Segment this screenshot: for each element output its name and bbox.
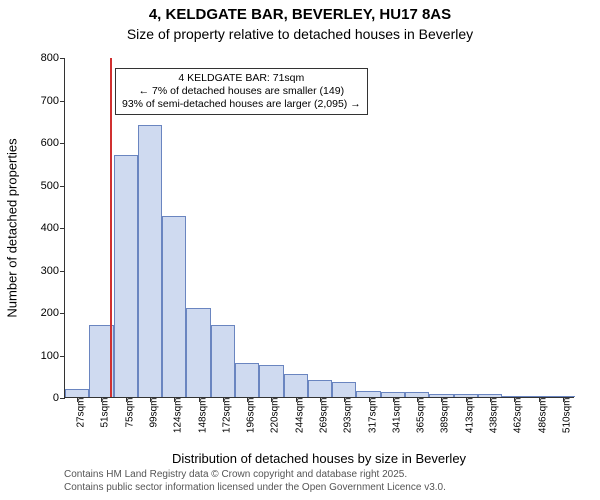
x-tick-mark xyxy=(271,397,272,402)
plot-region: 010020030040050060070080027sqm51sqm75sqm… xyxy=(64,58,574,398)
annotation-box: 4 KELDGATE BAR: 71sqm← 7% of detached ho… xyxy=(115,68,368,115)
chart-subtitle: Size of property relative to detached ho… xyxy=(0,24,600,42)
annotation-line: 93% of semi-detached houses are larger (… xyxy=(122,98,361,111)
x-tick-label: 124sqm xyxy=(173,398,184,434)
x-tick-label: 365sqm xyxy=(416,398,427,434)
x-tick-mark xyxy=(101,397,102,402)
attribution-line2: Contains public sector information licen… xyxy=(64,482,446,495)
x-tick-label: 148sqm xyxy=(197,398,208,434)
x-tick-label: 196sqm xyxy=(246,398,257,434)
x-tick-mark xyxy=(126,397,127,402)
x-tick-label: 510sqm xyxy=(561,398,572,434)
y-tick-mark xyxy=(60,186,65,187)
y-tick-label: 200 xyxy=(25,307,59,319)
histogram-bar xyxy=(211,325,235,397)
x-tick-label: 462sqm xyxy=(513,398,524,434)
x-tick-mark xyxy=(563,397,564,402)
y-tick-label: 700 xyxy=(25,95,59,107)
x-tick-mark xyxy=(514,397,515,402)
attribution-text: Contains HM Land Registry data © Crown c… xyxy=(64,469,446,494)
y-tick-mark xyxy=(60,101,65,102)
x-tick-label: 317sqm xyxy=(367,398,378,434)
y-tick-label: 400 xyxy=(25,222,59,234)
x-tick-label: 486sqm xyxy=(537,398,548,434)
y-tick-label: 300 xyxy=(25,265,59,277)
x-axis-label: Distribution of detached houses by size … xyxy=(172,451,466,466)
y-tick-mark xyxy=(60,313,65,314)
y-tick-mark xyxy=(60,58,65,59)
y-tick-label: 0 xyxy=(25,392,59,404)
y-tick-label: 500 xyxy=(25,180,59,192)
x-tick-mark xyxy=(393,397,394,402)
x-tick-label: 341sqm xyxy=(391,398,402,434)
histogram-bar xyxy=(138,125,162,397)
x-tick-mark xyxy=(296,397,297,402)
y-tick-mark xyxy=(60,271,65,272)
x-tick-mark xyxy=(417,397,418,402)
histogram-bar xyxy=(114,155,138,397)
reference-marker-line xyxy=(110,58,112,397)
x-tick-mark xyxy=(344,397,345,402)
x-tick-mark xyxy=(174,397,175,402)
histogram-bar xyxy=(259,365,283,397)
y-tick-mark xyxy=(60,356,65,357)
x-tick-mark xyxy=(466,397,467,402)
histogram-bar xyxy=(308,380,332,397)
y-tick-label: 100 xyxy=(25,350,59,362)
x-tick-label: 51sqm xyxy=(100,398,111,428)
annotation-line: ← 7% of detached houses are smaller (149… xyxy=(122,85,361,98)
x-tick-label: 269sqm xyxy=(319,398,330,434)
y-axis-label: Number of detached properties xyxy=(5,138,20,317)
attribution-line1: Contains HM Land Registry data © Crown c… xyxy=(64,469,446,482)
x-tick-label: 99sqm xyxy=(149,398,160,428)
annotation-line: 4 KELDGATE BAR: 71sqm xyxy=(122,72,361,85)
x-tick-mark xyxy=(320,397,321,402)
x-tick-mark xyxy=(77,397,78,402)
chart-area: Number of detached properties Distributi… xyxy=(64,58,574,398)
histogram-bar xyxy=(186,308,210,397)
chart-container: 4, KELDGATE BAR, BEVERLEY, HU17 8AS Size… xyxy=(0,0,600,500)
x-tick-label: 172sqm xyxy=(221,398,232,434)
histogram-bar xyxy=(235,363,259,397)
histogram-bar xyxy=(284,374,308,397)
y-tick-mark xyxy=(60,228,65,229)
x-tick-mark xyxy=(441,397,442,402)
y-tick-label: 600 xyxy=(25,137,59,149)
x-tick-mark xyxy=(539,397,540,402)
x-tick-label: 438sqm xyxy=(489,398,500,434)
x-tick-mark xyxy=(247,397,248,402)
x-tick-label: 413sqm xyxy=(464,398,475,434)
histogram-bar xyxy=(65,389,89,398)
histogram-bar xyxy=(332,382,356,397)
x-tick-label: 220sqm xyxy=(270,398,281,434)
y-tick-label: 800 xyxy=(25,52,59,64)
x-tick-label: 75sqm xyxy=(124,398,135,428)
x-tick-label: 293sqm xyxy=(343,398,354,434)
x-tick-mark xyxy=(369,397,370,402)
x-tick-mark xyxy=(223,397,224,402)
histogram-bar xyxy=(162,216,186,397)
x-tick-mark xyxy=(150,397,151,402)
x-tick-mark xyxy=(199,397,200,402)
chart-title: 4, KELDGATE BAR, BEVERLEY, HU17 8AS xyxy=(0,0,600,24)
y-tick-mark xyxy=(60,398,65,399)
x-tick-label: 244sqm xyxy=(294,398,305,434)
y-tick-mark xyxy=(60,143,65,144)
x-tick-mark xyxy=(490,397,491,402)
x-tick-label: 389sqm xyxy=(440,398,451,434)
x-tick-label: 27sqm xyxy=(76,398,87,428)
